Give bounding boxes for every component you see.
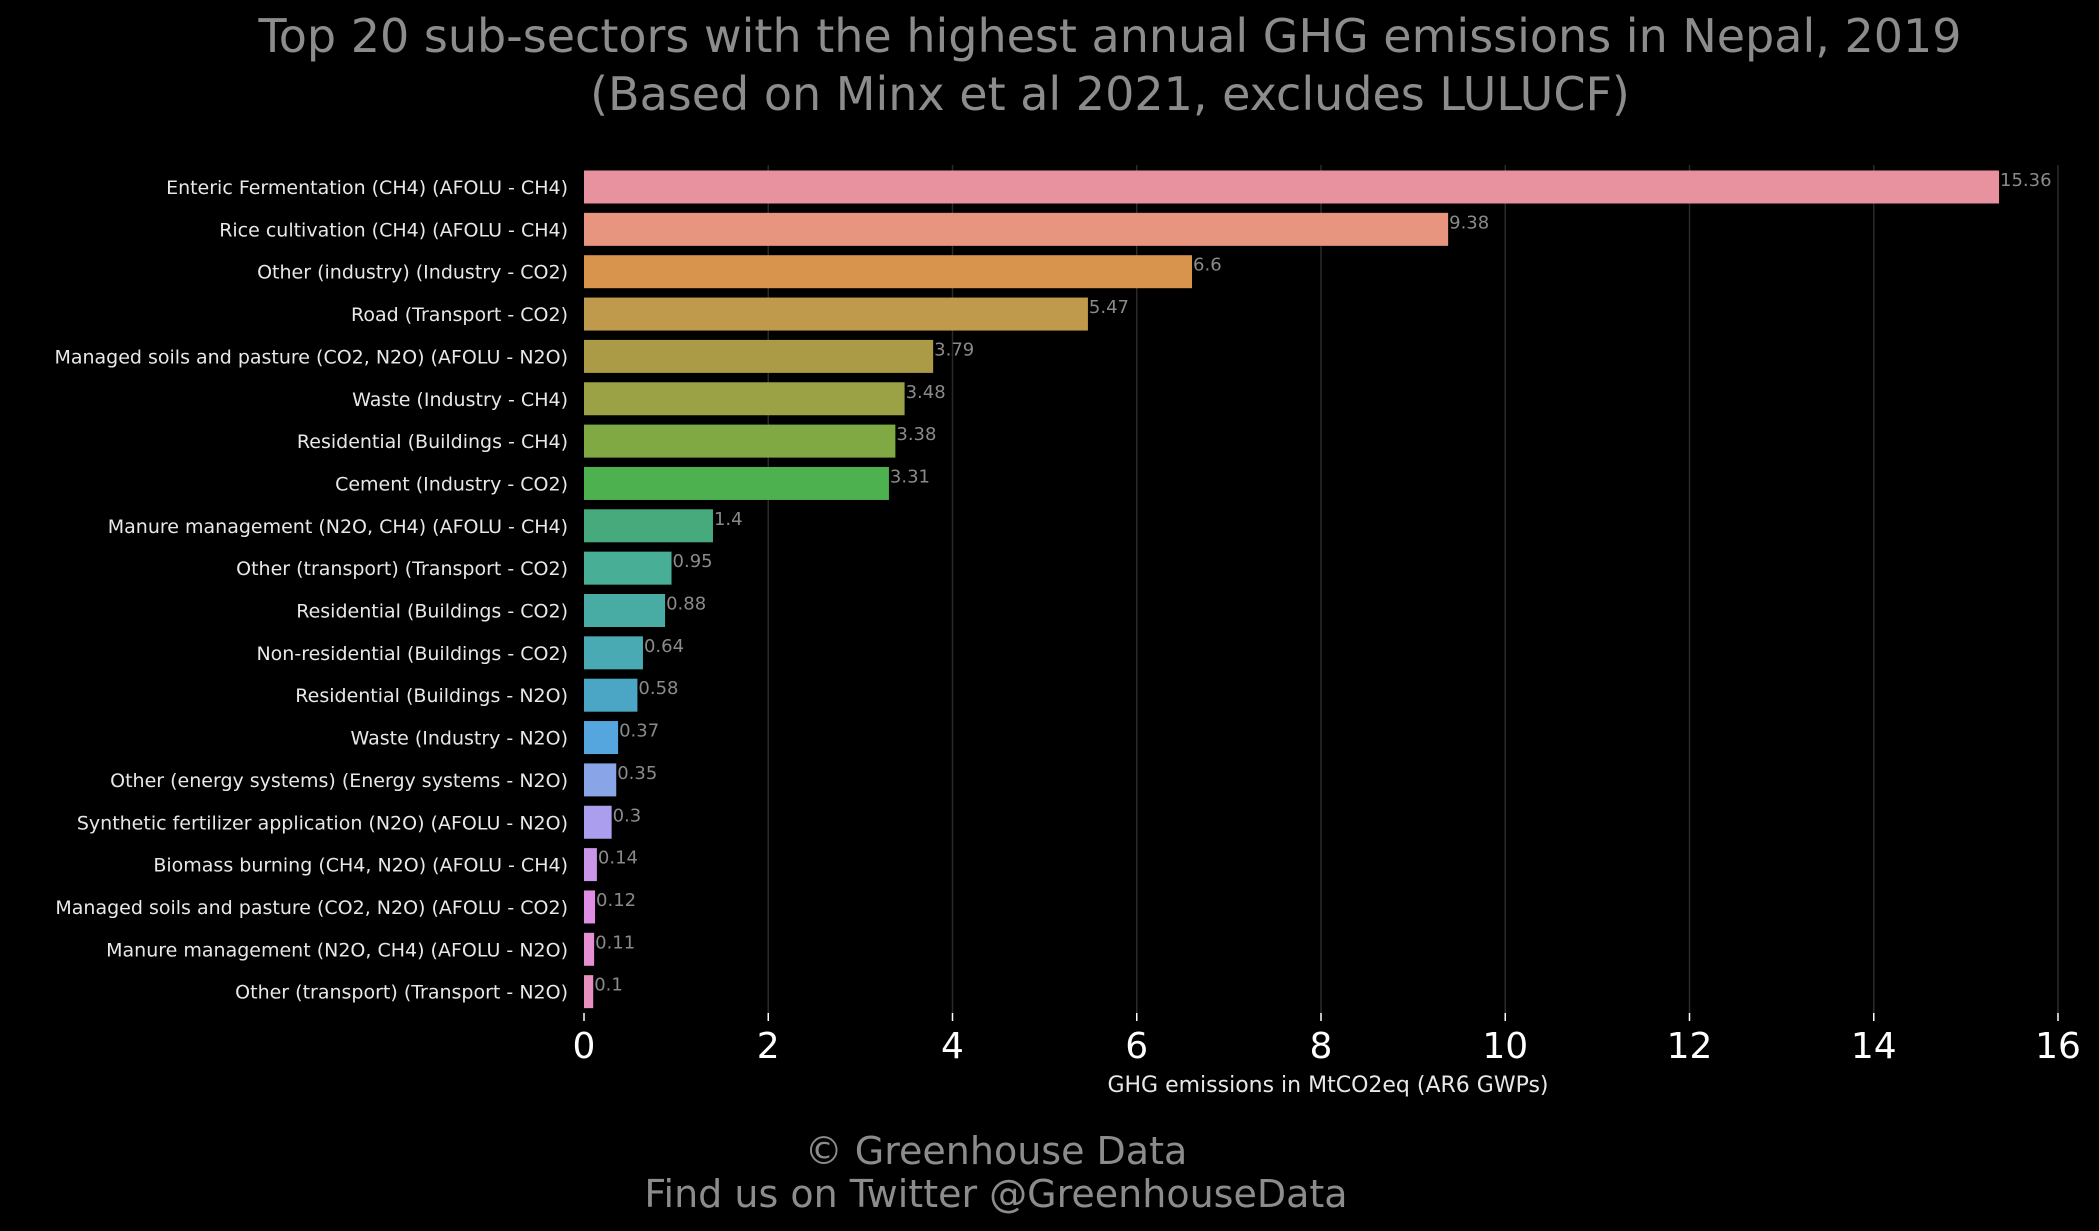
category-label: Residential (Buildings - CO2): [296, 601, 568, 623]
x-tick-label: 14: [1851, 1026, 1897, 1067]
value-label: 0.64: [644, 636, 684, 657]
value-label: 0.58: [638, 678, 678, 699]
bar: [584, 466, 889, 500]
value-label: 0.11: [595, 932, 635, 953]
category-label: Waste (Industry - N2O): [351, 728, 568, 750]
bar: [584, 297, 1088, 331]
bar: [584, 551, 672, 585]
bar: [584, 890, 596, 924]
bar: [584, 594, 666, 627]
value-label: 1.4: [714, 509, 743, 530]
bar: [584, 678, 638, 712]
category-label: Manure management (N2O, CH4) (AFOLU - CH…: [108, 516, 568, 538]
category-label: Residential (Buildings - N2O): [295, 685, 568, 707]
x-tick-label: 2: [757, 1026, 780, 1067]
bar: [584, 382, 905, 416]
x-tick-label: 8: [1310, 1026, 1333, 1067]
value-label: 0.14: [598, 848, 638, 869]
category-label: Cement (Industry - CO2): [335, 473, 568, 495]
category-label: Other (transport) (Transport - CO2): [236, 558, 568, 580]
value-label: 0.3: [613, 805, 642, 826]
category-label: Waste (Industry - CH4): [352, 389, 568, 411]
value-label: 3.48: [906, 382, 946, 403]
bar: [584, 932, 595, 966]
footer-twitter: Find us on Twitter @GreenhouseData: [644, 1172, 1347, 1216]
value-label: 15.36: [2000, 170, 2052, 191]
value-label: 3.31: [890, 466, 930, 487]
value-label: 3.79: [934, 339, 974, 360]
footer-copyright: © Greenhouse Data: [805, 1129, 1188, 1173]
x-tick-label: 4: [941, 1026, 964, 1067]
value-label: 3.38: [896, 424, 936, 445]
value-label: 0.95: [673, 551, 713, 572]
chart-subtitle: (Based on Minx et al 2021, excludes LULU…: [590, 67, 1630, 121]
x-axis-label: GHG emissions in MtCO2eq (AR6 GWPs): [1107, 1073, 1548, 1098]
bars: [584, 170, 2000, 1009]
bar: [584, 339, 934, 373]
value-label: 0.88: [666, 594, 706, 615]
x-tick-label: 10: [1482, 1026, 1528, 1067]
category-label: Enteric Fermentation (CH4) (AFOLU - CH4): [166, 177, 568, 199]
category-label: Other (transport) (Transport - N2O): [235, 982, 568, 1004]
bar: [584, 636, 643, 670]
bar: [584, 424, 896, 458]
category-label: Other (energy systems) (Energy systems -…: [110, 770, 568, 792]
value-label: 6.6: [1193, 255, 1222, 276]
bar: [584, 763, 617, 797]
value-label: 0.12: [596, 890, 636, 911]
category-label: Road (Transport - CO2): [351, 304, 568, 326]
category-label: Other (industry) (Industry - CO2): [257, 262, 568, 284]
value-label: 5.47: [1089, 297, 1129, 318]
category-label: Synthetic fertilizer application (N2O) (…: [77, 812, 568, 834]
value-label: 0.1: [594, 975, 623, 996]
value-label: 0.35: [617, 763, 657, 784]
chart-title: Top 20 sub-sectors with the highest annu…: [257, 9, 1961, 63]
value-label: 0.37: [619, 721, 659, 742]
category-label: Managed soils and pasture (CO2, N2O) (AF…: [54, 346, 568, 368]
category-labels: Enteric Fermentation (CH4) (AFOLU - CH4)…: [54, 177, 568, 1004]
x-tick-label: 6: [1125, 1026, 1148, 1067]
x-tick-label: 12: [1667, 1026, 1713, 1067]
bar: [584, 509, 713, 543]
value-label: 9.38: [1449, 212, 1489, 233]
category-label: Biomass burning (CH4, N2O) (AFOLU - CH4): [153, 855, 568, 877]
x-axis-ticks: 0 2 4 6 8 10 12 14 16: [573, 1013, 2081, 1067]
category-label: Manure management (N2O, CH4) (AFOLU - N2…: [106, 939, 568, 961]
x-tick-label: 16: [2035, 1026, 2081, 1067]
bar: [584, 721, 619, 755]
category-label: Non-residential (Buildings - CO2): [256, 643, 568, 665]
bar: [584, 805, 612, 839]
bar: [584, 170, 2000, 204]
value-labels: 15.36 9.38 6.6 5.47 3.79 3.48 3.38 3.31 1.40.95 0…: [594, 170, 2051, 996]
category-label: Managed soils and pasture (CO2, N2O) (AF…: [55, 897, 568, 919]
bar: [584, 848, 597, 882]
bar: [584, 255, 1193, 289]
category-label: Rice cultivation (CH4) (AFOLU - CH4): [219, 219, 568, 241]
bar: [584, 975, 594, 1009]
gridlines: [767, 165, 2059, 1013]
category-label: Residential (Buildings - CH4): [297, 431, 568, 453]
x-tick-label: 0: [573, 1026, 596, 1067]
bar: [584, 212, 1449, 246]
